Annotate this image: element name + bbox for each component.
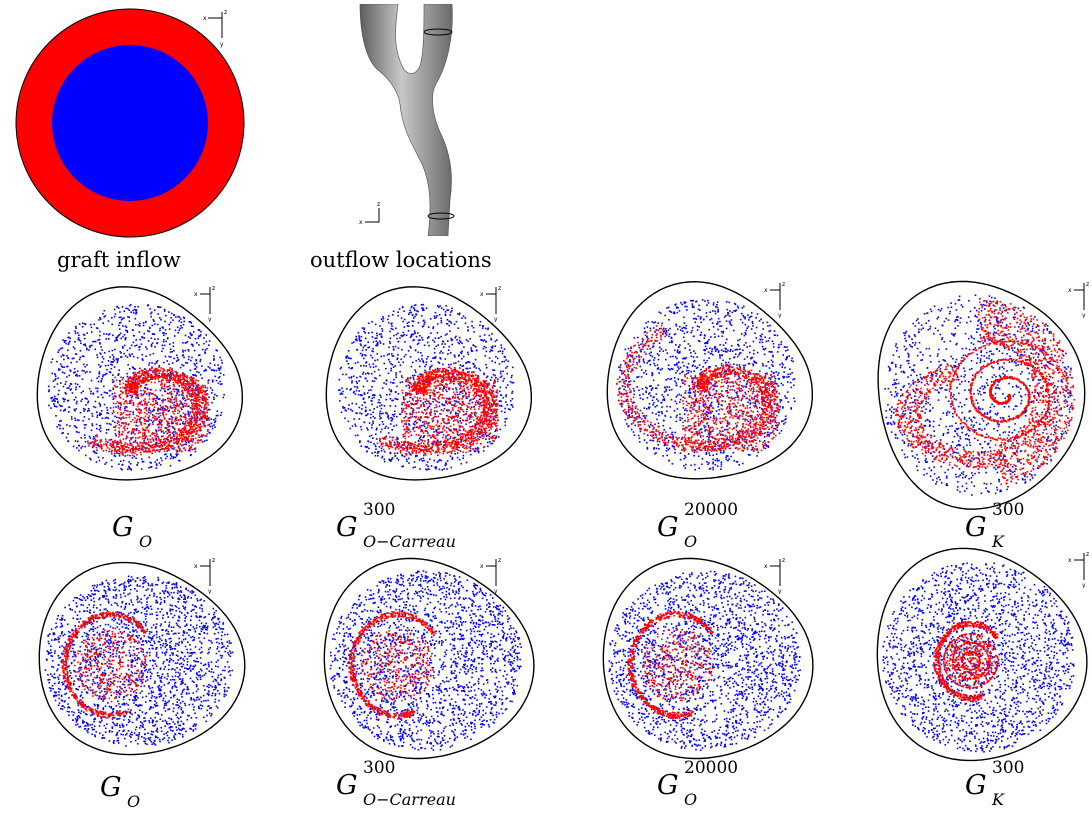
axis-x-label: x [480,291,484,298]
vessel-outline [36,286,243,481]
axis-z-label: z [1086,551,1089,558]
axis-x-label: x [480,563,484,570]
red-particles [374,366,499,456]
axes-triad-icon: x z y [480,285,501,322]
label-row1-col3: G 20000 O [657,500,738,551]
outflow-locations-caption: outflow locations [310,248,492,272]
axis-y-label: y [778,588,782,594]
graft-inflow-caption: graft inflow [57,248,181,272]
blue-particles [608,570,801,751]
axis-y-label: y [494,588,498,594]
axes-triad-icon: x z y [203,9,227,48]
axis-x-label: x [1068,287,1072,294]
axis-y-label: y [494,316,498,322]
label-row1-col4: G 300 K [965,500,1024,551]
axis-z-label: z [377,201,380,208]
axis-y-label: y [1082,312,1086,318]
axis-x-label: x [764,563,768,570]
axis-z-label: z [782,281,785,288]
label-row2-col3: G 20000 O [657,758,738,809]
axis-z-label: z [498,557,501,564]
red-particles [348,610,437,719]
red-particles [894,300,1076,486]
vessel-outline [323,557,535,760]
axis-y-label: y [208,316,212,322]
red-particles [616,324,780,453]
label-row2-col2: G 300 O−Carreau [336,758,456,809]
axes-triad-icon: x z y [194,285,215,322]
red-particles [627,610,714,720]
vessel-surface [359,4,453,236]
cross-section-row2-col4 [866,546,1090,768]
vessel-outline [602,557,814,760]
axis-y-label: y [778,312,782,318]
axis-z-label: z [212,285,215,292]
axis-z-label: z [1086,281,1089,288]
blue-particles [618,299,796,471]
axes-triad-icon: x z y [480,557,501,594]
axes-triad-icon: x z y [1068,281,1089,318]
red-particles [87,366,210,457]
red-particles [61,611,148,719]
red-particles [933,620,999,702]
axis-z-label: z [224,9,227,16]
label-row2-col4: G 300 K [965,758,1024,809]
axes-triad-icon: x z y [1068,551,1089,588]
vessel-outline [606,280,813,480]
graft-inflow-panel [8,4,248,240]
axes-triad-icon: x z [359,201,380,226]
axis-y-label: y [208,588,212,594]
blue-particles [329,570,522,751]
axis-y-label: y [220,41,224,48]
cross-section-row1-col1 [26,282,250,500]
cross-section-row1-col2 [313,282,537,500]
axis-x-label: x [764,287,768,294]
inflow-inner-core [52,45,208,201]
cross-section-row1-col3 [598,276,822,494]
vessel-outline [325,286,532,481]
axes-triad-icon: x z y [764,557,785,594]
axis-x-label: x [359,219,363,226]
axis-x-label: x [194,563,198,570]
vessel-outline [877,280,1086,510]
axis-z-label: z [498,285,501,292]
cross-section-row2-col2 [313,552,537,770]
axis-x-label: x [1068,557,1072,564]
outflow-locations-panel [340,4,490,236]
axis-x-label: x [194,291,198,298]
vessel-outline [38,561,246,756]
axis-x-label: x [203,15,207,22]
cross-section-row2-col3 [594,552,818,770]
axes-triad-icon: x z y [764,281,785,318]
cross-section-row1-col4 [866,276,1090,516]
blue-particles [44,575,234,747]
axis-z-label: z [782,557,785,564]
vessel-outline [876,547,1088,762]
label-row1-col2: G 300 O−Carreau [336,500,456,551]
axis-z-label: z [212,557,215,564]
axis-y-label: y [1082,582,1086,588]
axes-triad-icon: x z y [194,557,215,594]
cross-section-row2-col1 [26,552,250,770]
outflow-ring-lower [427,212,455,220]
outflow-ring-upper [423,28,453,36]
